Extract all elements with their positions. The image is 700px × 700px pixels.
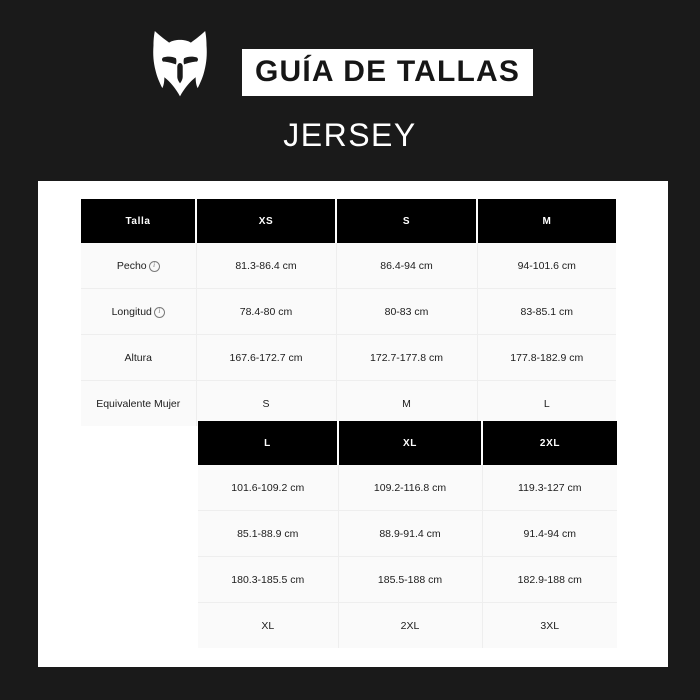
size-table-secondary: L XL 2XL 101.6-109.2 cm 109.2-116.8 cm 1… bbox=[198, 421, 617, 648]
cell-longitud-2xl: 91.4-94 cm bbox=[482, 510, 617, 557]
cell-equivalente-xs: S bbox=[196, 380, 337, 426]
cell-longitud-m: 83-85.1 cm bbox=[477, 288, 616, 335]
table-row: Altura 167.6-172.7 cm 172.7-177.8 cm 177… bbox=[81, 334, 616, 381]
cell-longitud-s: 80-83 cm bbox=[336, 288, 478, 335]
row-label-text: Pecho bbox=[116, 259, 147, 272]
cell-altura-xl: 185.5-188 cm bbox=[338, 556, 483, 603]
info-icon[interactable] bbox=[153, 306, 165, 318]
cell-pecho-2xl: 119.3-127 cm bbox=[482, 465, 617, 511]
row-label-pecho: Pecho bbox=[81, 243, 197, 289]
column-header-l: L bbox=[198, 421, 339, 465]
cell-longitud-l: 85.1-88.9 cm bbox=[198, 510, 339, 557]
table-row: Longitud 78.4-80 cm 80-83 cm 83-85.1 cm bbox=[81, 288, 616, 335]
table-row: 180.3-185.5 cm 185.5-188 cm 182.9-188 cm bbox=[198, 556, 617, 603]
cell-longitud-xl: 88.9-91.4 cm bbox=[338, 510, 483, 557]
cell-pecho-l: 101.6-109.2 cm bbox=[198, 465, 339, 511]
table-row: XL 2XL 3XL bbox=[198, 602, 617, 648]
table-row: Equivalente Mujer S M L bbox=[81, 380, 616, 426]
table-header-row: L XL 2XL bbox=[198, 421, 617, 465]
cell-longitud-xs: 78.4-80 cm bbox=[196, 288, 337, 335]
page-title: GUÍA DE TALLAS bbox=[255, 55, 521, 88]
cell-equivalente-s: M bbox=[336, 380, 478, 426]
column-header-m: M bbox=[477, 199, 616, 243]
fox-head-logo-icon bbox=[146, 29, 214, 97]
row-label-longitud: Longitud bbox=[81, 288, 197, 335]
page-subtitle: JERSEY bbox=[283, 117, 417, 153]
table-row: 85.1-88.9 cm 88.9-91.4 cm 91.4-94 cm bbox=[198, 510, 617, 557]
row-label-equivalente-mujer: Equivalente Mujer bbox=[81, 380, 197, 426]
info-icon[interactable] bbox=[148, 260, 160, 272]
cell-pecho-xl: 109.2-116.8 cm bbox=[338, 465, 483, 511]
row-label-text: Longitud bbox=[111, 305, 152, 318]
cell-equivalente-2xl: 3XL bbox=[482, 602, 617, 648]
column-header-xs: XS bbox=[196, 199, 337, 243]
cell-pecho-s: 86.4-94 cm bbox=[336, 243, 478, 289]
cell-equivalente-l: XL bbox=[198, 602, 339, 648]
cell-pecho-m: 94-101.6 cm bbox=[477, 243, 616, 289]
row-label-altura: Altura bbox=[81, 334, 197, 381]
cell-altura-xs: 167.6-172.7 cm bbox=[196, 334, 337, 381]
table-header-row: Talla XS S M bbox=[81, 199, 616, 243]
table-row: 101.6-109.2 cm 109.2-116.8 cm 119.3-127 … bbox=[198, 465, 617, 511]
cell-equivalente-xl: 2XL bbox=[338, 602, 483, 648]
cell-equivalente-m: L bbox=[477, 380, 616, 426]
cell-altura-s: 172.7-177.8 cm bbox=[336, 334, 478, 381]
column-header-2xl: 2XL bbox=[482, 421, 617, 465]
cell-altura-2xl: 182.9-188 cm bbox=[482, 556, 617, 603]
header: GUÍA DE TALLAS JERSEY bbox=[0, 0, 700, 180]
page-title-band: GUÍA DE TALLAS bbox=[242, 49, 534, 96]
column-header-talla: Talla bbox=[81, 199, 197, 243]
cell-pecho-xs: 81.3-86.4 cm bbox=[196, 243, 337, 289]
table-row: Pecho 81.3-86.4 cm 86.4-94 cm 94-101.6 c… bbox=[81, 243, 616, 289]
cell-altura-m: 177.8-182.9 cm bbox=[477, 334, 616, 381]
size-chart-panel: Talla XS S M Pecho 81.3-86.4 cm 86.4-94 … bbox=[38, 181, 668, 667]
column-header-xl: XL bbox=[338, 421, 483, 465]
column-header-s: S bbox=[336, 199, 478, 243]
size-table-primary: Talla XS S M Pecho 81.3-86.4 cm 86.4-94 … bbox=[81, 199, 616, 426]
cell-altura-l: 180.3-185.5 cm bbox=[198, 556, 339, 603]
